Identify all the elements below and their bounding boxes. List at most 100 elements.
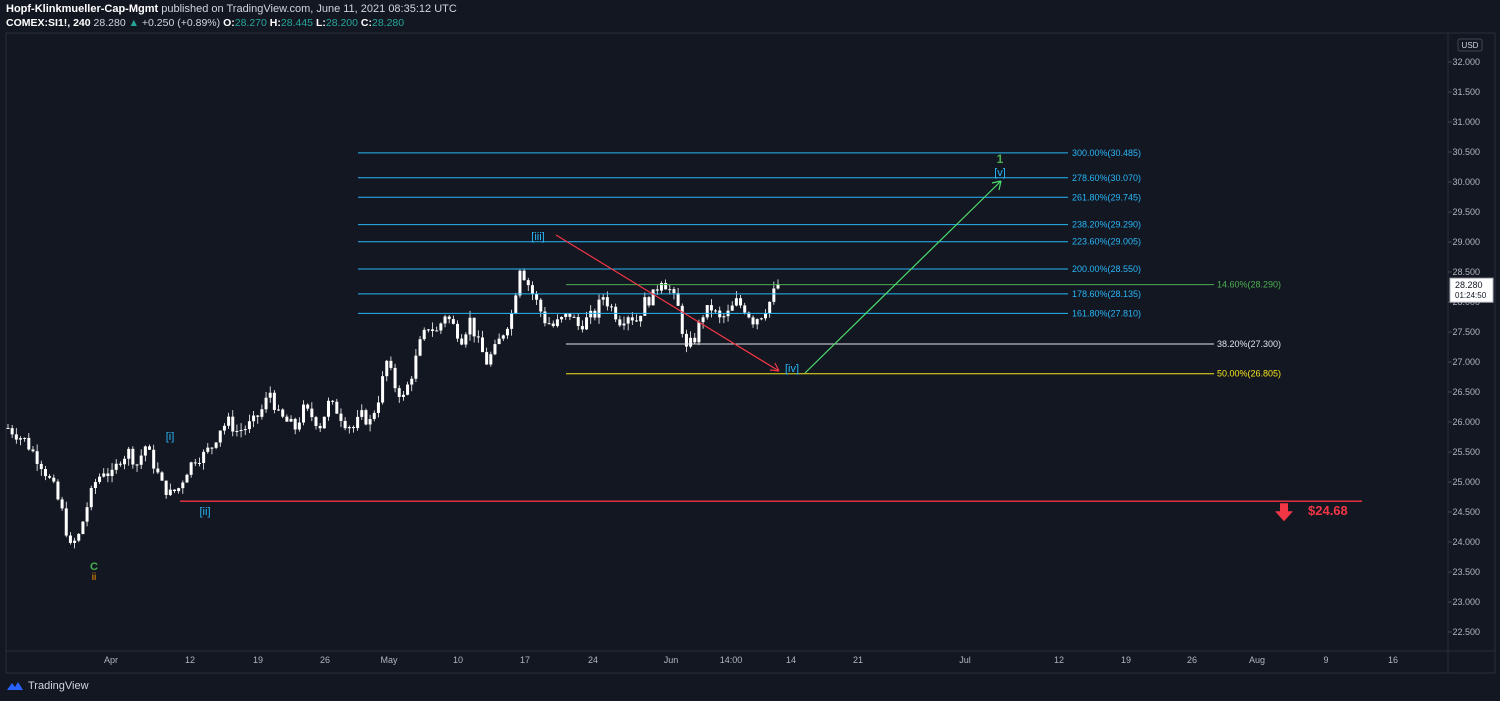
- candle-body: [734, 298, 738, 306]
- candle-body: [206, 447, 210, 452]
- candle-body: [659, 283, 663, 291]
- green-projection-arrow[interactable]: [804, 180, 1002, 374]
- candle-body: [510, 313, 514, 329]
- time-tick-label: 14: [786, 655, 796, 665]
- time-tick-label: 19: [253, 655, 263, 665]
- brand-name: TradingView: [28, 680, 89, 692]
- candle-body: [172, 489, 176, 492]
- candle-body: [376, 402, 380, 413]
- candle-body: [739, 298, 743, 306]
- wave-label[interactable]: [i]: [166, 431, 175, 443]
- candle-body: [48, 476, 52, 478]
- candle-body: [647, 297, 651, 306]
- candle-body: [639, 315, 643, 322]
- tradingview-footer[interactable]: TradingView: [6, 680, 89, 692]
- published-info: published on TradingView.com, June 11, 2…: [161, 3, 457, 15]
- candle-body: [443, 316, 447, 324]
- candle-body: [73, 540, 77, 543]
- candle-body: [576, 317, 580, 327]
- candle-body: [589, 310, 593, 318]
- candle-body: [585, 317, 589, 330]
- price-change: +0.250 (+0.89%): [141, 17, 221, 29]
- candle-body: [431, 329, 435, 332]
- current-price-tag[interactable]: [1449, 277, 1494, 303]
- candle-body: [185, 474, 189, 483]
- candle-body: [676, 293, 680, 306]
- wave-label[interactable]: [iv]: [785, 363, 799, 375]
- candle-body: [418, 339, 422, 356]
- candle-body: [772, 288, 776, 302]
- wave-label[interactable]: [ii]: [200, 506, 211, 518]
- wave-label[interactable]: [iii]: [531, 231, 544, 243]
- down-arrow-icon: [1275, 503, 1293, 522]
- candle-body: [672, 289, 676, 294]
- candle-body: [410, 378, 414, 385]
- candle-body: [135, 464, 139, 466]
- fib-levels: 300.00%(30.485) 278.60%(30.070) 261.80%(29…: [180, 148, 1494, 522]
- candle-body: [231, 416, 235, 432]
- red-projection-arrow[interactable]: [555, 234, 780, 372]
- wave-label[interactable]: C: [90, 561, 98, 573]
- fib-extension-label: 278.60%(30.070): [1072, 173, 1141, 183]
- candle-body: [485, 352, 489, 365]
- candle-body: [131, 448, 135, 465]
- candle-body: [539, 299, 543, 312]
- candle-body: [551, 323, 555, 327]
- candle-body: [18, 438, 22, 440]
- time-axis[interactable]: Apr 12 19 26 May 10 17 24 Jun 14:00 14 21 Jul 12 19 26 A…: [104, 655, 1398, 665]
- wave-label[interactable]: [v]: [994, 167, 1006, 179]
- candle-body: [235, 431, 239, 433]
- candle-body: [522, 270, 526, 281]
- candle-body: [572, 316, 576, 318]
- last-price: 28.280: [93, 17, 126, 29]
- price-tick-label: 29.500: [1452, 207, 1480, 217]
- fib-extension-label: 261.80%(29.745): [1072, 192, 1141, 202]
- time-tick-label: 17: [520, 655, 530, 665]
- wave-label[interactable]: ii: [92, 572, 96, 583]
- symbol-name[interactable]: COMEX:SI1!, 240: [6, 17, 91, 29]
- candle-body: [110, 469, 114, 477]
- low-value: 28.200: [325, 17, 358, 29]
- candle-body: [605, 297, 609, 307]
- fib-extension-label: 238.20%(29.290): [1072, 220, 1141, 230]
- candle-body: [610, 306, 614, 308]
- candle-body: [593, 310, 597, 318]
- price-axis[interactable]: 32.000 31.500 31.000 30.500 30.000 29.500 29.0…: [1448, 57, 1480, 637]
- open-value: 28.270: [234, 17, 267, 29]
- candle-body: [77, 533, 81, 541]
- author-name[interactable]: Hopf-Klinkmueller-Cap-Mgmt: [6, 3, 159, 15]
- candle-body: [289, 418, 293, 422]
- candle-body: [468, 317, 472, 335]
- fib-extension-label: 200.00%(28.550): [1072, 264, 1141, 274]
- time-tick-label: May: [380, 655, 398, 665]
- price-tick-label: 25.500: [1452, 447, 1480, 457]
- currency-badge[interactable]: [1457, 38, 1483, 52]
- candle-body: [460, 338, 464, 345]
- price-tick-label: 25.000: [1452, 477, 1480, 487]
- candle-body: [64, 508, 68, 536]
- close-value: 28.280: [372, 17, 405, 29]
- time-tick-label: 16: [1388, 655, 1398, 665]
- open-label: O:: [223, 17, 235, 29]
- candle-body: [393, 367, 397, 389]
- candle-body: [168, 489, 172, 496]
- candle-body: [722, 316, 726, 318]
- candle-body: [406, 384, 410, 395]
- time-tick-label: 12: [185, 655, 195, 665]
- candle-body: [597, 299, 601, 318]
- candle-body: [664, 283, 668, 290]
- candle-body: [397, 388, 401, 397]
- candle-body: [401, 394, 405, 397]
- candle-body: [622, 323, 626, 326]
- candle-body: [547, 323, 551, 325]
- fib-extension-label: 178.60%(28.135): [1072, 289, 1141, 299]
- candle-body: [272, 392, 276, 410]
- candle-body: [197, 462, 201, 464]
- wave-label[interactable]: 1: [997, 152, 1004, 166]
- candle-body: [114, 463, 118, 470]
- candle-body: [218, 430, 222, 443]
- candle-body: [526, 280, 530, 286]
- candle-body: [447, 316, 451, 320]
- candle-body: [164, 480, 168, 496]
